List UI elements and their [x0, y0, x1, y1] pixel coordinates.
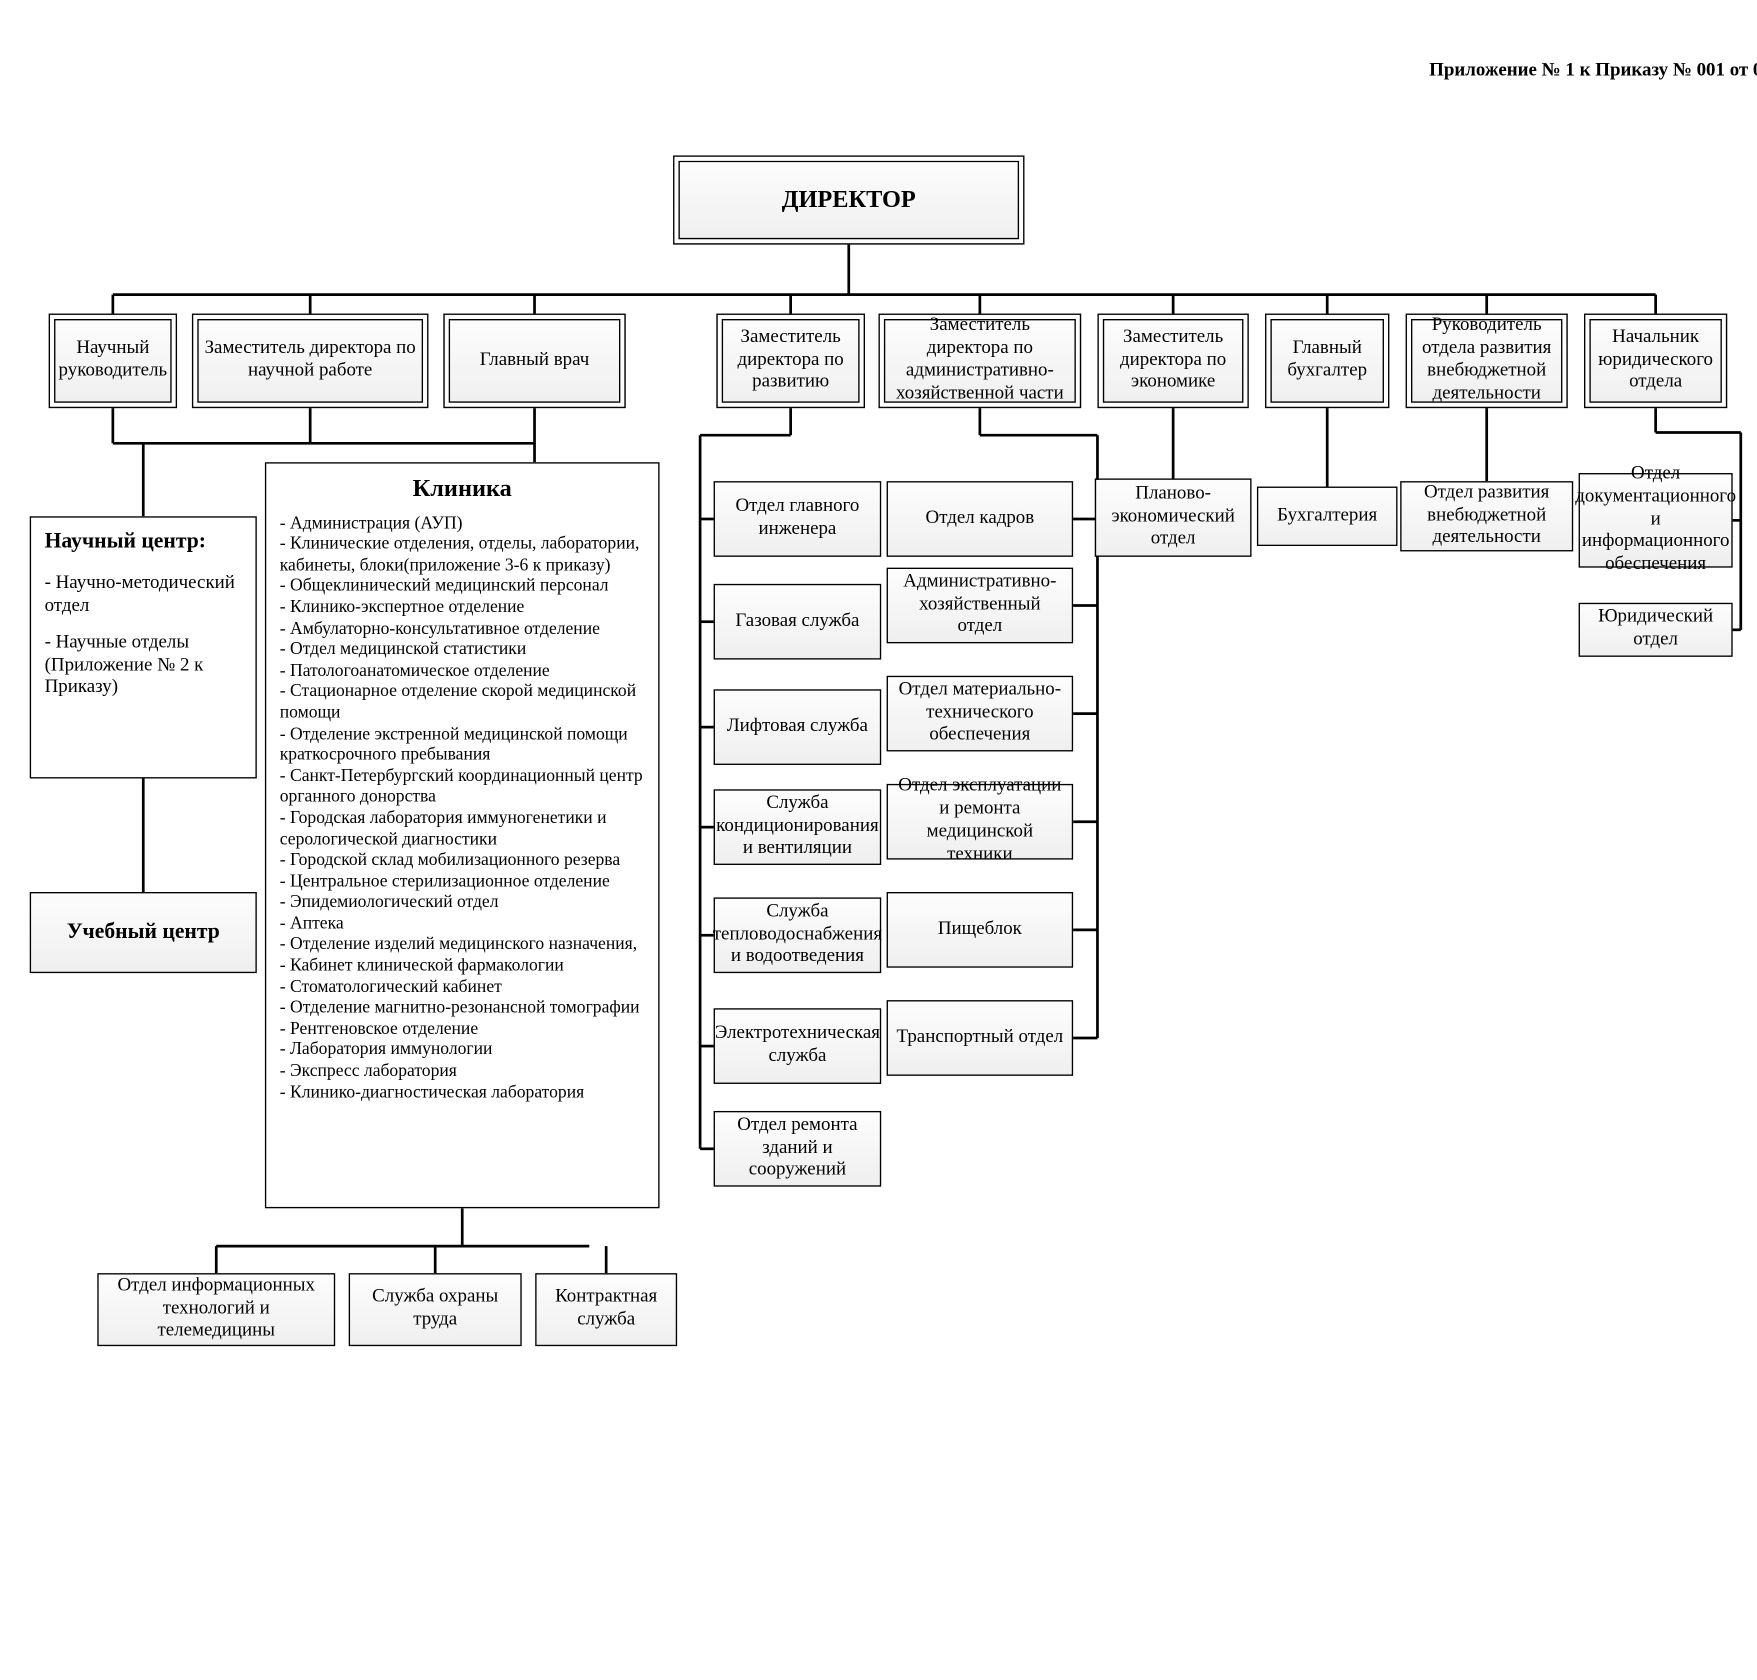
deputy-3: Заместитель директора по развитию: [716, 314, 865, 409]
deputy-8: Начальник юридического отдела: [1584, 314, 1727, 409]
deputy-4: Заместитель директора по административно…: [879, 314, 1082, 409]
admin-5: Транспортный отдел: [887, 1000, 1074, 1076]
admin-3: Отдел эксплуатации и ремонта медицинской…: [887, 784, 1074, 860]
admin-0: Отдел кадров: [887, 481, 1074, 557]
deputy-7: Руководитель отдела развития внебюджетно…: [1406, 314, 1568, 409]
admin-1: Административно-хозяйственный отдел: [887, 568, 1074, 644]
document-header: Приложение № 1 к Приказу № 001 от 09.01.…: [1270, 61, 1757, 83]
admin-4: Пищеблок: [887, 892, 1074, 968]
deputy-6: Главный бухгалтер: [1265, 314, 1389, 409]
clinic-box: Клиника- Администрация (АУП)- Клинически…: [265, 462, 660, 1208]
deputy-2: Главный врач: [443, 314, 625, 409]
root-director: ДИРЕКТОР: [673, 155, 1024, 244]
development-1: Газовая служба: [714, 584, 882, 660]
deputy-1: Заместитель директора по научной работе: [192, 314, 429, 409]
development-6: Отдел ремонта зданий и сооружений: [714, 1111, 882, 1187]
org-chart: Приложение № 1 к Приказу № 001 от 09.01.…: [0, 0, 1757, 1243]
accounting-0: Бухгалтерия: [1257, 487, 1398, 546]
legal-0: Отдел документационного и информационног…: [1579, 473, 1733, 568]
development-5: Электротехническая служба: [714, 1008, 882, 1084]
chief-lower-1: Служба охраны труда: [349, 1273, 522, 1346]
development-0: Отдел главного инженера: [714, 481, 882, 557]
deputy-0: Научный руководитель: [49, 314, 177, 409]
chief-lower-2: Контрактная служба: [535, 1273, 677, 1346]
legal-1: Юридический отдел: [1579, 603, 1733, 657]
development-2: Лифтовая служба: [714, 689, 882, 765]
development-4: Служба тепловодоснабжения и водоотведени…: [714, 897, 882, 973]
economics-0: Планово-экономический отдел: [1095, 478, 1252, 556]
admin-2: Отдел материально-технического обеспечен…: [887, 676, 1074, 752]
science-center: Научный центр:- Научно-методический отде…: [30, 516, 257, 778]
education-center: Учебный центр: [30, 892, 257, 973]
development-3: Служба кондиционирования и вентиляции: [714, 789, 882, 865]
extrabudget-0: Отдел развития внебюджетной деятельности: [1400, 481, 1573, 551]
chief-lower-0: Отдел информационных технологий и телеме…: [97, 1273, 335, 1346]
deputy-5: Заместитель директора по экономике: [1097, 314, 1248, 409]
